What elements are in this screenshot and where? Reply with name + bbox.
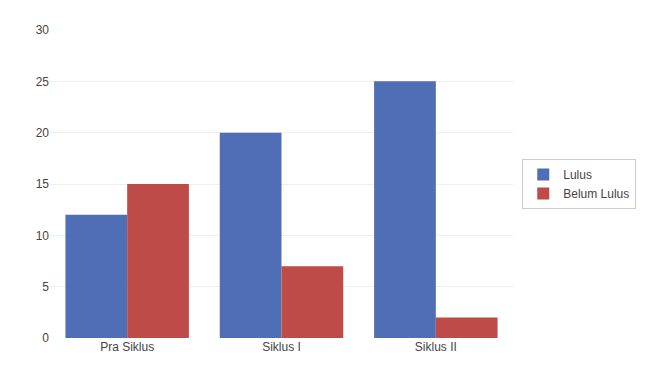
svg-text:5: 5 (42, 280, 49, 294)
svg-text:Siklus I: Siklus I (262, 340, 301, 354)
svg-text:25: 25 (36, 75, 50, 89)
svg-text:Pra Siklus: Pra Siklus (100, 340, 154, 354)
svg-text:30: 30 (36, 23, 50, 37)
svg-text:Belum Lulus: Belum Lulus (563, 187, 629, 201)
svg-text:0: 0 (42, 331, 49, 345)
svg-text:Siklus II: Siklus II (415, 340, 457, 354)
svg-text:Lulus: Lulus (563, 168, 592, 182)
svg-text:10: 10 (36, 229, 50, 243)
svg-text:15: 15 (36, 177, 50, 191)
svg-text:20: 20 (36, 126, 50, 140)
